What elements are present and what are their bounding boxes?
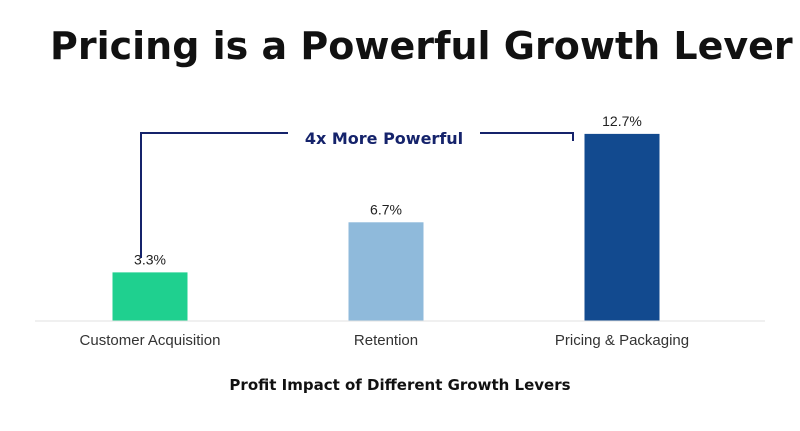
bar-customer-acquisition <box>112 272 188 321</box>
bars-group <box>112 133 660 321</box>
category-label-retention: Retention <box>354 332 418 349</box>
value-label-retention: 6.7% <box>370 201 402 217</box>
annotation-bracket-right <box>480 132 574 141</box>
category-label-pricing-packaging: Pricing & Packaging <box>555 332 689 349</box>
annotation-bracket-left <box>140 132 288 258</box>
chart-caption: Profit Impact of Different Growth Levers <box>229 376 571 394</box>
category-labels-group: Customer Acquisition Retention Pricing & P… <box>80 332 690 349</box>
value-label-customer-acquisition: 3.3% <box>134 251 166 267</box>
value-labels-group: 3.3% 6.7% 12.7% <box>134 113 642 267</box>
page-title: Pricing is a Powerful Growth Lever <box>50 24 793 68</box>
bar-retention <box>348 222 424 321</box>
category-label-customer-acquisition: Customer Acquisition <box>80 332 221 349</box>
annotation-text: 4x More Powerful <box>305 129 463 148</box>
value-label-pricing-packaging: 12.7% <box>602 113 642 129</box>
bar-pricing-packaging <box>584 133 660 321</box>
annotation-group: 4x More Powerful <box>140 129 574 258</box>
